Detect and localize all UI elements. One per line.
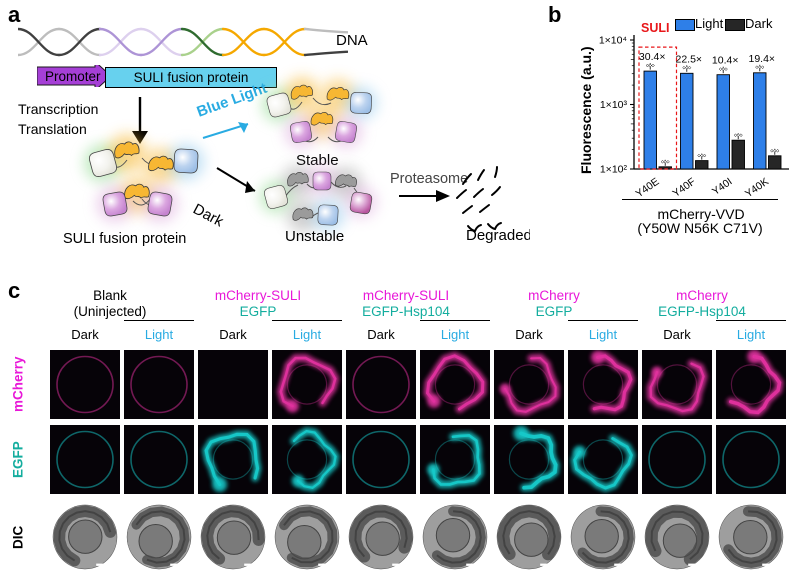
svg-text:1×10⁴: 1×10⁴ (599, 35, 627, 47)
svg-text:1×10³: 1×10³ (600, 99, 628, 111)
svg-text:10.4×: 10.4× (712, 55, 739, 67)
svg-text:30.4×: 30.4× (639, 51, 666, 63)
svg-text:SULI: SULI (641, 21, 669, 35)
svg-text:22.5×: 22.5× (676, 53, 703, 65)
svg-text:Y40F: Y40F (670, 176, 697, 200)
svg-text:1×10²: 1×10² (600, 164, 628, 176)
svg-text:Degraded: Degraded (466, 227, 530, 244)
svg-text:Y40E: Y40E (634, 176, 662, 201)
svg-text:SULI fusion protein: SULI fusion protein (63, 231, 186, 247)
svg-text:Y40I: Y40I (710, 176, 735, 198)
svg-text:Y40K: Y40K (743, 176, 771, 201)
svg-text:Unstable: Unstable (285, 228, 344, 245)
svg-text:Dark: Dark (190, 201, 226, 231)
svg-text:19.4×: 19.4× (749, 53, 776, 65)
svg-text:Blue Light: Blue Light (195, 80, 270, 121)
svg-text:Proteasome: Proteasome (390, 171, 468, 187)
